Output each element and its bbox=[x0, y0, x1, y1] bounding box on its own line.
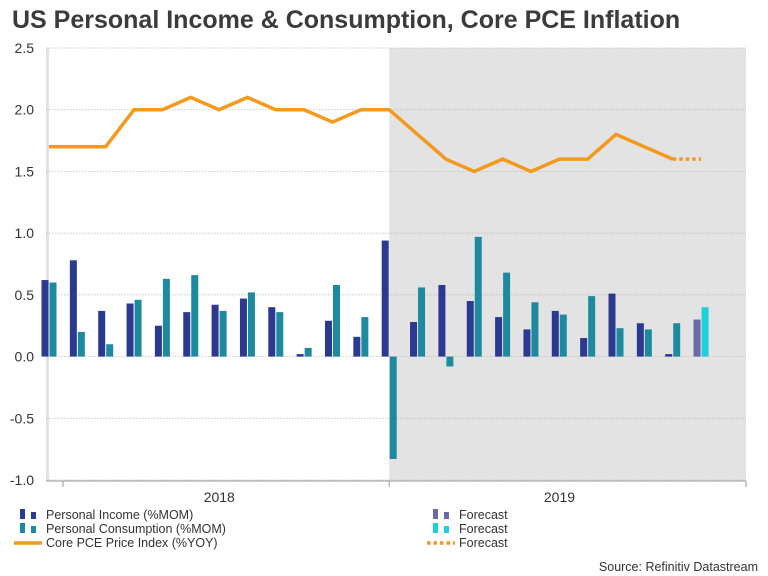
bar-income bbox=[239, 298, 247, 357]
legend-label: Personal Income (%MOM) bbox=[46, 508, 193, 522]
shaded-region-1 bbox=[389, 48, 746, 480]
source-note: Source: Refinitiv Datastream bbox=[599, 560, 758, 574]
bar-consumption bbox=[616, 328, 624, 357]
y-tick-label: 2.0 bbox=[15, 102, 35, 118]
bar-income bbox=[183, 312, 191, 357]
x-year-label: 2019 bbox=[544, 489, 575, 505]
bar-consumption bbox=[474, 236, 482, 357]
legend-item: Personal Consumption (%MOM) bbox=[20, 522, 226, 536]
bar-consumption bbox=[219, 310, 227, 357]
bar-consumption bbox=[304, 347, 312, 357]
legend-swatch bbox=[20, 523, 25, 533]
bar-income bbox=[296, 354, 304, 357]
legend-item: Forecast bbox=[427, 536, 508, 550]
bars bbox=[41, 236, 709, 460]
legend-swatch bbox=[31, 512, 36, 519]
bar-consumption bbox=[531, 302, 539, 357]
legend-label: Personal Consumption (%MOM) bbox=[46, 522, 226, 536]
legend-label: Core PCE Price Index (%YOY) bbox=[46, 536, 218, 550]
bar-consumption bbox=[588, 296, 596, 357]
x-year-label: 2018 bbox=[204, 489, 235, 505]
legend-label: Forecast bbox=[459, 508, 508, 522]
bar-income bbox=[608, 293, 616, 357]
bar-income bbox=[438, 284, 446, 357]
legend: Personal Income (%MOM)Personal Consumpti… bbox=[14, 508, 508, 550]
legend-swatch bbox=[20, 509, 25, 519]
bar-consumption bbox=[418, 287, 426, 357]
legend-item: Forecast bbox=[433, 508, 508, 522]
bar-income bbox=[495, 317, 503, 357]
legend-swatch bbox=[444, 526, 449, 533]
bar-consumption bbox=[389, 356, 397, 460]
legend-label: Forecast bbox=[459, 522, 508, 536]
bar-income bbox=[126, 303, 134, 357]
bar-consumption bbox=[276, 312, 284, 357]
bar-income-forecast bbox=[693, 319, 701, 357]
bar-income bbox=[268, 307, 276, 357]
gridlines bbox=[46, 47, 746, 481]
bar-income bbox=[325, 320, 332, 357]
bar-consumption bbox=[673, 323, 681, 357]
bar-income bbox=[410, 322, 418, 357]
pce-line-path bbox=[49, 95, 674, 174]
legend-swatch bbox=[433, 509, 438, 519]
legend-swatch bbox=[444, 512, 449, 519]
bar-consumption bbox=[247, 292, 255, 357]
bar-consumption bbox=[162, 278, 170, 357]
y-tick-label: 0.5 bbox=[15, 287, 35, 303]
bar-consumption bbox=[446, 356, 454, 367]
legend-item: Core PCE Price Index (%YOY) bbox=[14, 536, 218, 550]
y-tick-label: -1.0 bbox=[10, 472, 34, 488]
legend-swatch bbox=[433, 523, 438, 533]
bar-income bbox=[211, 304, 219, 357]
bar-income bbox=[523, 329, 531, 357]
bar-income bbox=[665, 354, 673, 357]
bar-income bbox=[381, 240, 389, 357]
shaded-region-0 bbox=[46, 48, 49, 480]
bar-income bbox=[353, 336, 361, 357]
legend-swatch bbox=[31, 526, 36, 533]
bar-income bbox=[636, 323, 644, 357]
bar-consumption bbox=[333, 284, 340, 357]
pce-line bbox=[49, 95, 702, 174]
bar-consumption bbox=[191, 275, 199, 357]
shaded-regions bbox=[46, 48, 746, 480]
y-tick-label: 1.5 bbox=[15, 163, 35, 179]
bar-income bbox=[98, 310, 106, 357]
y-tick-label: 1.0 bbox=[15, 225, 35, 241]
chart-title: US Personal Income & Consumption, Core P… bbox=[12, 6, 681, 34]
legend-item: Forecast bbox=[433, 522, 508, 536]
axes: 2.5 2.0 1.5 1.0 0.5 0.0 -0.5 -1.0 2018 2019 bbox=[10, 40, 747, 505]
bar-consumption-forecast bbox=[701, 307, 709, 357]
bar-consumption bbox=[559, 314, 567, 357]
bar-consumption bbox=[503, 272, 511, 357]
bar-consumption bbox=[77, 331, 85, 357]
bar-income bbox=[466, 301, 474, 357]
bar-consumption bbox=[106, 344, 114, 357]
bar-income bbox=[154, 325, 162, 357]
legend-label: Forecast bbox=[459, 536, 508, 550]
legend-item: Personal Income (%MOM) bbox=[20, 508, 193, 522]
y-tick-label: 0.0 bbox=[15, 349, 35, 365]
bar-income bbox=[551, 310, 559, 357]
bar-income bbox=[41, 280, 49, 357]
bar-consumption bbox=[134, 299, 142, 357]
bar-income bbox=[580, 338, 588, 357]
bar-income bbox=[69, 260, 77, 357]
bar-consumption bbox=[49, 282, 57, 357]
y-tick-label: -0.5 bbox=[10, 410, 34, 426]
bar-consumption bbox=[644, 329, 652, 357]
y-tick-label: 2.5 bbox=[15, 40, 35, 56]
bar-consumption bbox=[361, 317, 369, 357]
